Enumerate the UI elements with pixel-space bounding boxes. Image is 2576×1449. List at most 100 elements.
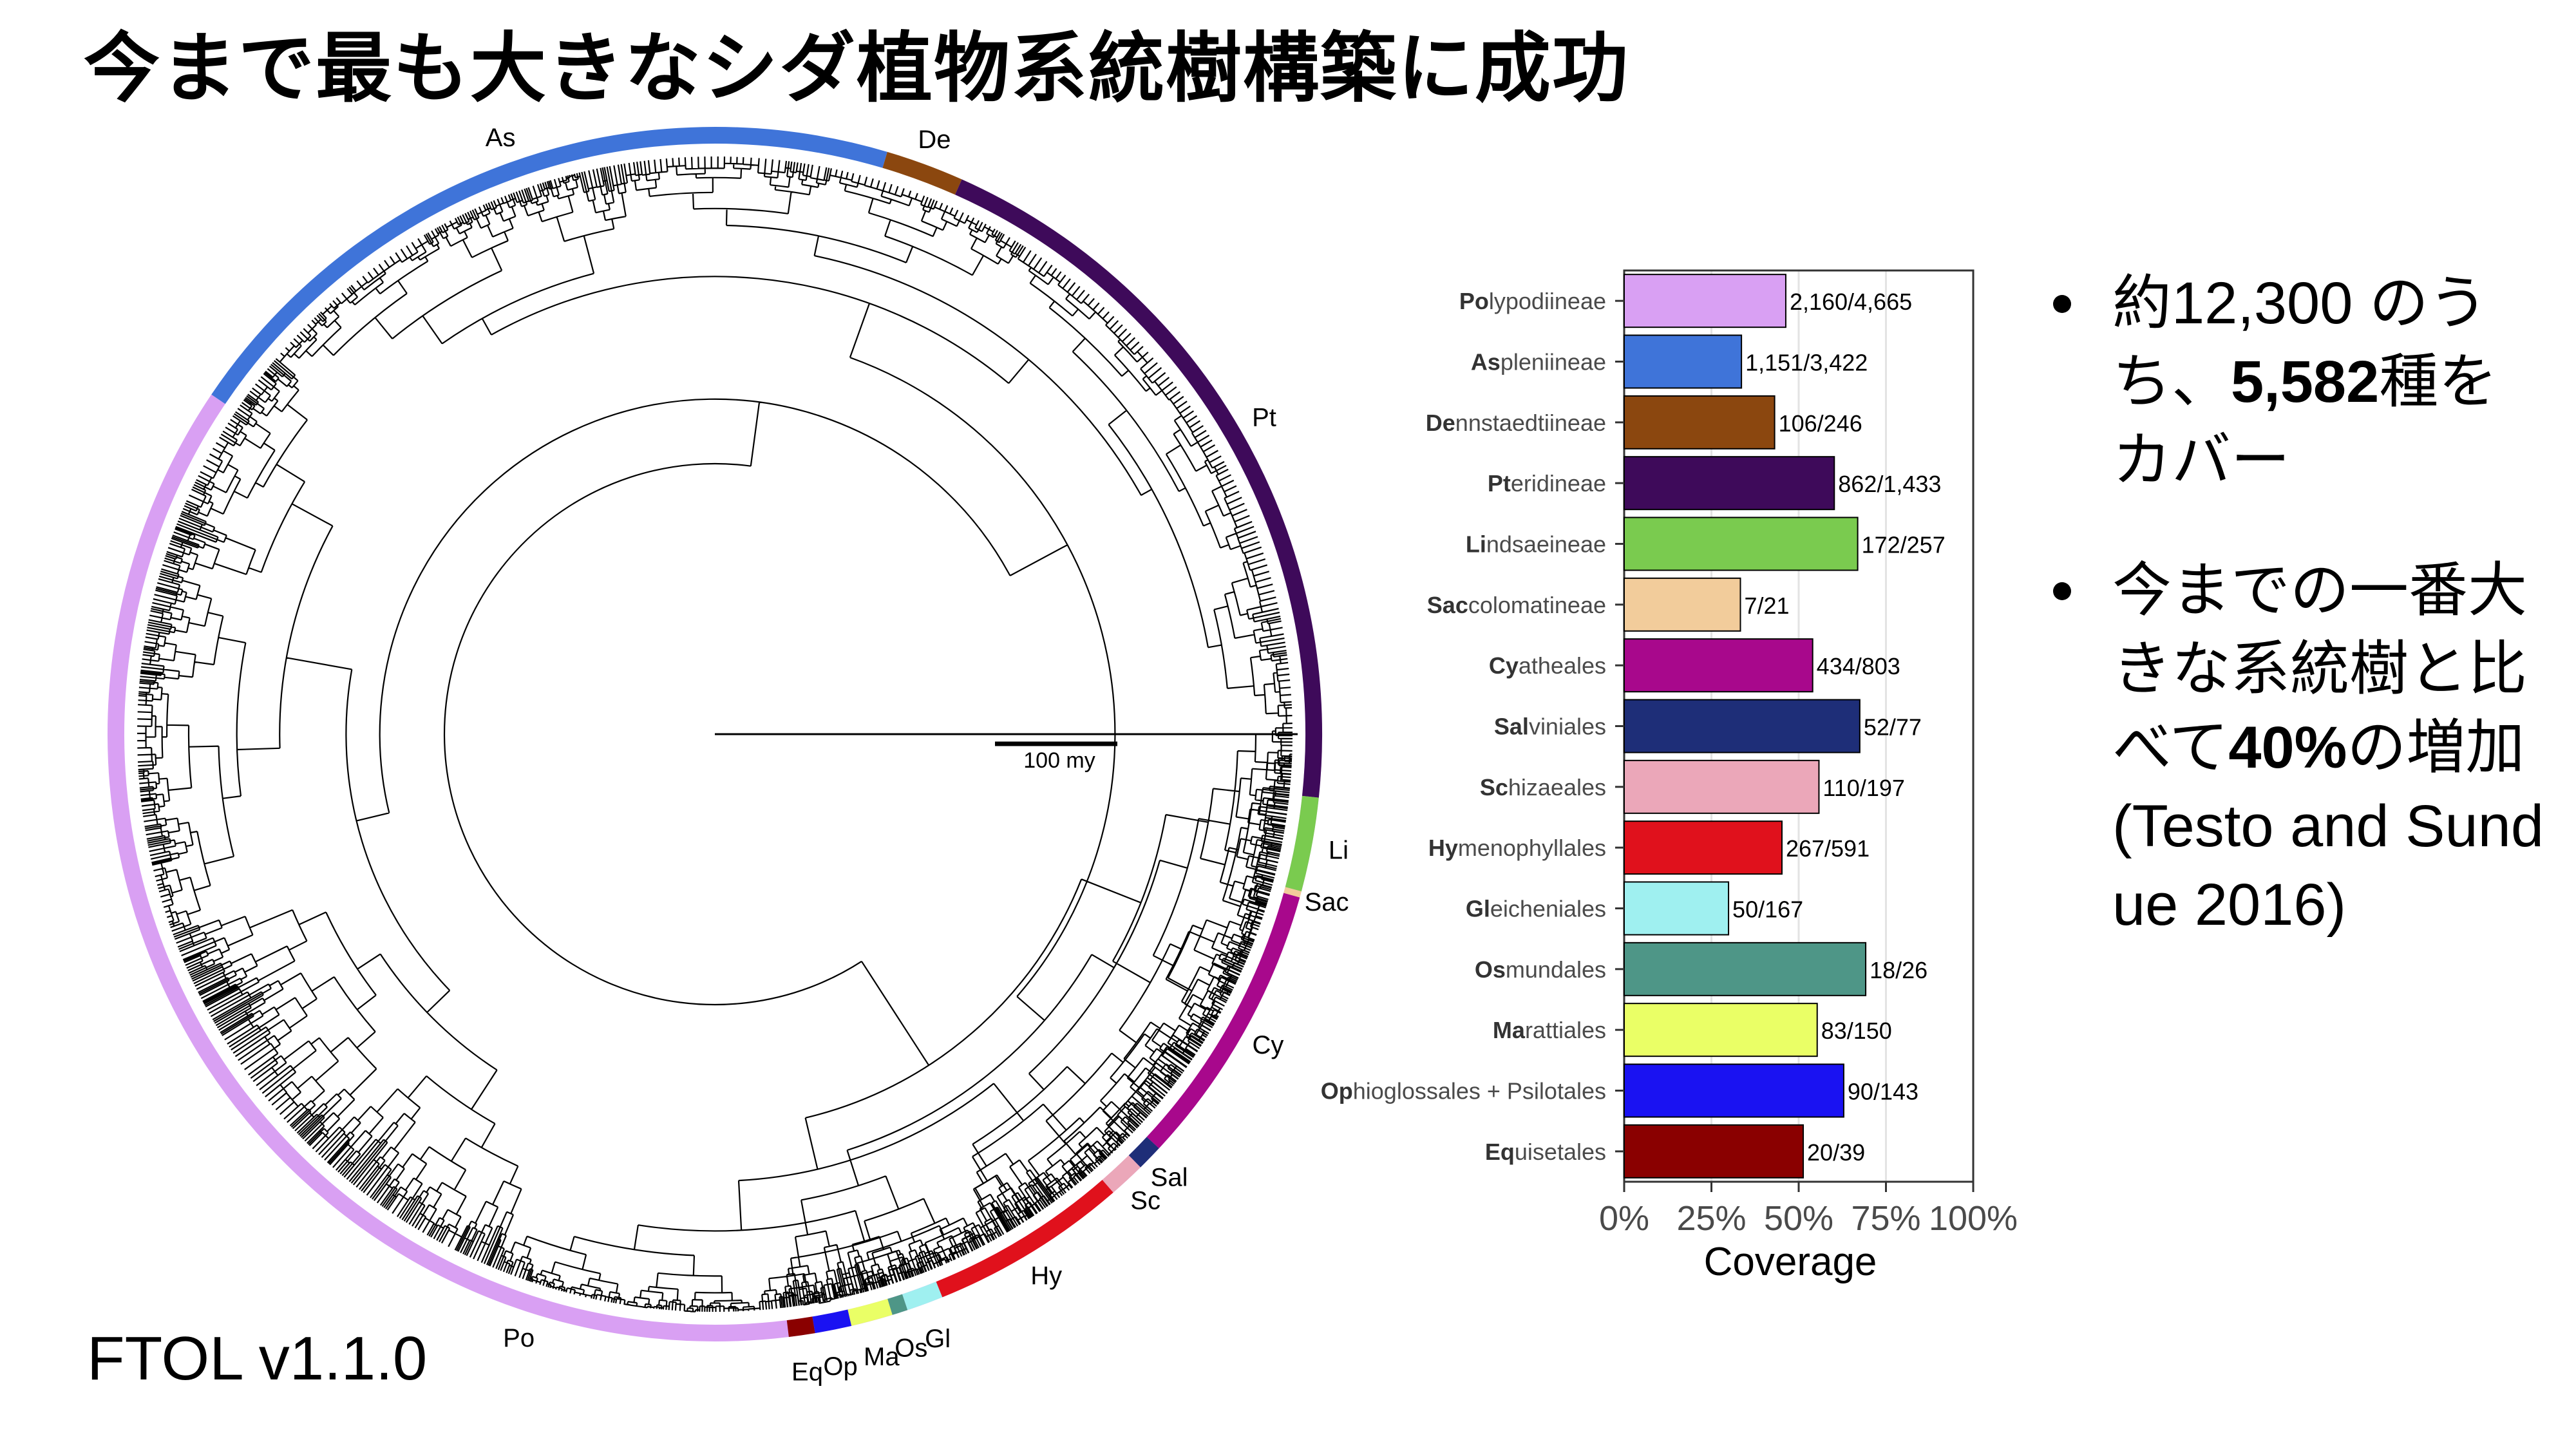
clade-label-ma: Ma <box>864 1343 900 1371</box>
bar <box>1624 274 1786 328</box>
bullet-segment: の増加(Testo and Sundue 2016) <box>2112 715 2544 938</box>
coverage-bar-chart: 2,160/4,665 1,151/3,422 106/246 862/1,433 17… <box>1321 269 2018 1284</box>
bar <box>1624 1003 1818 1057</box>
clade-ring-segment-li <box>1285 795 1319 892</box>
clade-label-eq: Eq <box>791 1358 823 1387</box>
bullet-item: 約12,300 のうち、5,582種をカバー <box>2041 264 2557 500</box>
category-label: Hymenophyllales <box>1428 835 1606 861</box>
x-tick-label: 0% <box>1599 1199 1649 1238</box>
clade-ring-segment-ma <box>848 1298 893 1326</box>
clade-label-sal: Sal <box>1151 1163 1188 1191</box>
clade-ring <box>108 127 1322 1341</box>
bar-data-label: 52/77 <box>1864 714 1922 741</box>
category-label: Cyatheales <box>1489 652 1606 679</box>
bullet-segment: 約12,300 のうち、 <box>2112 270 2488 415</box>
scale-bar: 100 my <box>995 741 1117 773</box>
x-axis-title: Coverage <box>1704 1240 1877 1284</box>
bullet-emphasis: 5,582 <box>2231 349 2380 415</box>
x-tick-label: 25% <box>1676 1199 1746 1238</box>
bar-data-label: 83/150 <box>1821 1018 1892 1044</box>
clade-label-gl: Gl <box>925 1325 951 1353</box>
clade-ring-segment-sac <box>1283 887 1302 898</box>
clade-label-sac: Sac <box>1305 888 1349 916</box>
bar-data-label: 172/257 <box>1862 532 1946 558</box>
category-label: Polypodiineae <box>1459 288 1606 314</box>
tree-branches <box>137 156 1298 1312</box>
chart-x-axis: 0% 25% 50% 75% 100% <box>1599 1182 2018 1238</box>
bullet-text: 約12,300 のうち、5,582種をカバー <box>2112 264 2557 500</box>
category-label: Ophioglossales + Psilotales <box>1321 1078 1606 1104</box>
clade-label-op: Op <box>823 1352 857 1381</box>
category-label: Dennstaedtiineae <box>1426 410 1606 436</box>
bullet-item: 今までの一番大きな系統樹と比べて40%の増加(Testo and Sundue … <box>2041 551 2557 944</box>
category-label: Pteridineae <box>1488 470 1606 497</box>
bar-data-label: 90/143 <box>1848 1079 1918 1105</box>
clade-ring-segment-sc <box>1102 1155 1141 1193</box>
category-label: Gleicheniales <box>1466 896 1606 922</box>
bar <box>1624 881 1730 936</box>
bar <box>1624 516 1859 571</box>
bar <box>1624 334 1743 389</box>
clade-ring-segment-gl <box>902 1282 943 1311</box>
bar <box>1624 759 1820 814</box>
bar-data-label: 20/39 <box>1807 1139 1865 1166</box>
category-label: Aspleniineae <box>1471 349 1606 375</box>
clade-ring-segment-pt <box>954 179 1322 798</box>
bullet-dot-icon <box>2053 582 2071 600</box>
bar-data-label: 7/21 <box>1744 592 1789 619</box>
bullet-segment: 今までの一番大きな系統樹と比べて <box>2112 558 2528 781</box>
clade-label-as: As <box>486 124 516 152</box>
category-label: Osmundales <box>1475 956 1606 983</box>
clade-label-sc: Sc <box>1130 1186 1160 1215</box>
bullet-list: 約12,300 のうち、5,582種をカバー今までの一番大きな系統樹と比べて40… <box>2041 264 2557 996</box>
clade-label-li: Li <box>1329 837 1349 865</box>
clade-label-de: De <box>918 126 951 154</box>
bar <box>1624 1063 1844 1118</box>
page-title: 今まで最も大きなシダ植物系統樹構築に成功 <box>84 24 1630 113</box>
bullet-text: 今までの一番大きな系統樹と比べて40%の増加(Testo and Sundue … <box>2112 551 2557 944</box>
clade-label-po: Po <box>503 1324 535 1352</box>
scale-bar-label: 100 my <box>1023 748 1095 773</box>
bar <box>1624 820 1783 875</box>
category-label: Saccolomatineae <box>1427 592 1606 618</box>
bar <box>1624 1124 1804 1179</box>
x-tick-label: 50% <box>1764 1199 1833 1238</box>
chart-category-labels: Polypodiineae Aspleniineae Dennstaedtiinea… <box>1321 288 1624 1165</box>
clade-ring-segment-op <box>812 1309 852 1334</box>
category-label: Lindsaeineae <box>1466 531 1606 558</box>
bar <box>1624 699 1861 753</box>
clade-label-cy: Cy <box>1253 1031 1284 1059</box>
category-label: Equisetales <box>1485 1139 1606 1165</box>
category-label: Schizaeales <box>1480 774 1606 800</box>
clade-ring-segment-as <box>211 127 887 404</box>
bar <box>1624 638 1814 693</box>
clade-label-os: Os <box>895 1334 927 1362</box>
x-tick-label: 100% <box>1929 1199 2018 1238</box>
version-label: FTOL v1.1.0 <box>87 1324 428 1393</box>
bar-data-label: 18/26 <box>1870 957 1927 983</box>
bullet-dot-icon <box>2053 295 2071 313</box>
clade-ring-segment-cy <box>1146 893 1300 1149</box>
bar-data-label: 2,160/4,665 <box>1790 289 1912 315</box>
bar-data-label: 50/167 <box>1732 896 1803 923</box>
clade-ring-segment-sal <box>1128 1137 1159 1168</box>
bar-data-label: 434/803 <box>1817 653 1900 679</box>
clade-ring-segment-os <box>887 1294 908 1315</box>
category-label: Marattiales <box>1493 1017 1606 1043</box>
bar-data-label: 106/246 <box>1779 410 1862 437</box>
clade-ring-segment-hy <box>936 1180 1113 1298</box>
chart-bars: 2,160/4,665 1,151/3,422 106/246 862/1,433 17… <box>1624 274 1946 1179</box>
bar-data-label: 110/197 <box>1823 775 1904 801</box>
category-label: Salviniales <box>1494 714 1606 740</box>
clade-ring-segment-eq <box>786 1316 815 1337</box>
bar-data-label: 862/1,433 <box>1838 471 1941 497</box>
clade-ring-segment-de <box>882 151 962 195</box>
bar <box>1624 456 1835 511</box>
x-tick-label: 75% <box>1851 1199 1920 1238</box>
bar <box>1624 395 1776 450</box>
clade-label-hy: Hy <box>1030 1262 1062 1290</box>
bar-data-label: 267/591 <box>1786 835 1870 862</box>
bullet-emphasis: 40% <box>2228 715 2347 781</box>
